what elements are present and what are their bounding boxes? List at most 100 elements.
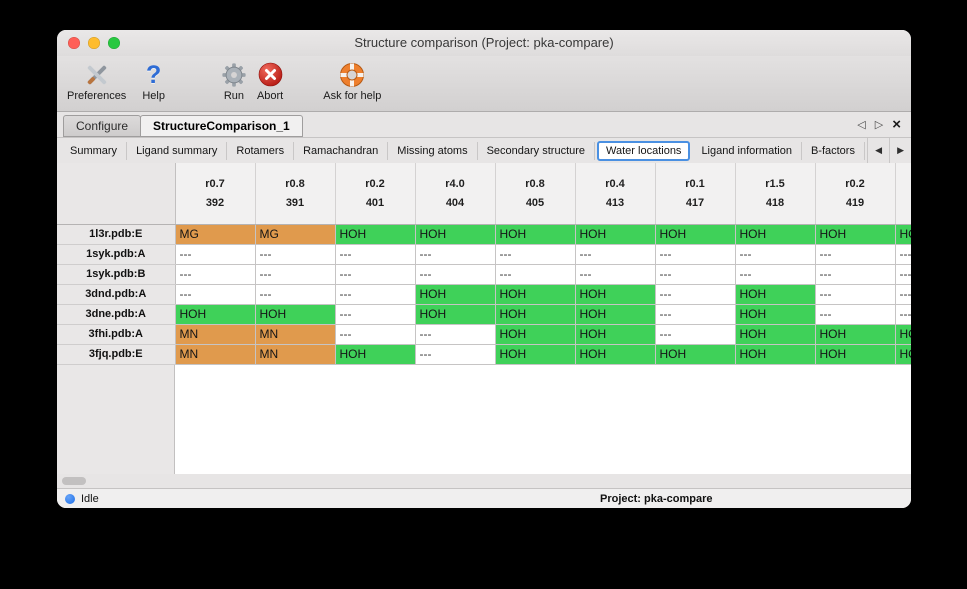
table-cell[interactable]: HOH [815,224,896,245]
subtab-summary[interactable]: Summary [61,141,128,160]
table-cell[interactable]: --- [655,264,736,285]
table-cell[interactable]: MG [175,224,256,245]
subtab-ligand-summary[interactable]: Ligand summary [127,141,228,160]
row-header[interactable]: 1l3r.pdb:E [57,224,176,245]
table-cell[interactable]: --- [895,284,911,305]
table-cell[interactable]: HOH [735,324,816,345]
column-header[interactable]: r1.5 418 [735,163,816,225]
subtab-ramachandran[interactable]: Ramachandran [294,141,389,160]
row-header[interactable]: 1syk.pdb:A [57,244,176,265]
table-cell[interactable]: --- [655,324,736,345]
tab-structurecomparison-1[interactable]: StructureComparison_1 [140,115,303,137]
table-cell[interactable]: HOH [335,344,416,365]
tab-next-icon[interactable]: ▷ [874,119,884,131]
subtab-scroll-left-icon[interactable]: ◀ [867,138,889,163]
table-cell[interactable]: HOH [495,224,576,245]
table-cell[interactable]: --- [415,244,496,265]
table-cell[interactable]: HOH [175,304,256,325]
minimize-window-button[interactable] [88,37,100,49]
preferences-button[interactable]: Preferences [67,60,126,102]
run-button[interactable]: Run [221,60,247,102]
table-cell[interactable]: HOH [895,224,911,245]
table-cell[interactable]: --- [655,244,736,265]
table-cell[interactable]: --- [255,284,336,305]
table-cell[interactable]: HOH [575,304,656,325]
table-cell[interactable]: --- [575,264,656,285]
table-cell[interactable]: MN [175,344,256,365]
subtab-secondary-structure[interactable]: Secondary structure [478,141,596,160]
table-cell[interactable]: HOH [495,304,576,325]
table-cell[interactable]: --- [495,264,576,285]
subtab-ligand-information[interactable]: Ligand information [692,141,802,160]
table-cell[interactable]: --- [575,244,656,265]
table-cell[interactable]: HOH [655,344,736,365]
tab-close-icon[interactable]: × [892,115,901,133]
table-cell[interactable]: --- [335,244,416,265]
column-header[interactable]: r0.4 413 [575,163,656,225]
table-cell[interactable]: HOH [655,224,736,245]
table-cell[interactable]: HOH [815,344,896,365]
table-cell[interactable]: --- [815,284,896,305]
table-cell[interactable]: MN [255,324,336,345]
table-cell[interactable]: --- [655,304,736,325]
tab-prev-icon[interactable]: ◁ [857,119,866,131]
subtab-water-locations[interactable]: Water locations [597,140,691,161]
table-cell[interactable]: --- [495,244,576,265]
horizontal-scrollbar[interactable] [57,474,911,488]
table-cell[interactable]: --- [735,244,816,265]
column-header[interactable]: r0.2 419 [815,163,896,225]
column-header[interactable]: r0.2 401 [335,163,416,225]
subtab-b-factors[interactable]: B-factors [802,141,865,160]
table-cell[interactable]: --- [335,324,416,345]
column-header[interactable]: r0.7 392 [175,163,256,225]
table-cell[interactable]: HOH [495,344,576,365]
column-header[interactable]: r0.1 417 [655,163,736,225]
column-header[interactable] [895,163,911,225]
table-cell[interactable]: HOH [815,324,896,345]
table-cell[interactable]: HOH [495,284,576,305]
table-cell[interactable]: --- [895,304,911,325]
subtab-rotamers[interactable]: Rotamers [227,141,295,160]
table-cell[interactable]: MG [255,224,336,245]
table-cell[interactable]: MN [255,344,336,365]
table-cell[interactable]: --- [815,264,896,285]
table-cell[interactable]: HOH [575,344,656,365]
table-cell[interactable]: HOH [335,224,416,245]
table-cell[interactable]: HOH [735,224,816,245]
table-cell[interactable]: --- [415,344,496,365]
table-cell[interactable]: HOH [415,304,496,325]
table-cell[interactable]: --- [415,264,496,285]
row-header[interactable]: 3fhi.pdb:A [57,324,176,345]
table-cell[interactable]: --- [335,284,416,305]
table-cell[interactable]: --- [815,304,896,325]
help-button[interactable]: Help [142,60,165,102]
abort-button[interactable]: Abort [257,60,283,102]
table-cell[interactable]: HOH [415,284,496,305]
table-cell[interactable]: --- [335,304,416,325]
tab-configure[interactable]: Configure [63,115,142,137]
titlebar[interactable]: Structure comparison (Project: pka-compa… [57,30,911,56]
table-cell[interactable]: HOH [575,324,656,345]
table-cell[interactable]: --- [175,284,256,305]
table-cell[interactable]: HOH [495,324,576,345]
table-cell[interactable]: --- [815,244,896,265]
table-cell[interactable]: HOH [575,224,656,245]
table-cell[interactable]: --- [175,244,256,265]
row-header[interactable]: 3dnd.pdb:A [57,284,176,305]
table-cell[interactable]: HOH [415,224,496,245]
table-cell[interactable]: --- [895,244,911,265]
table-cell[interactable]: --- [255,264,336,285]
table-cell[interactable]: --- [655,284,736,305]
ask-for-help-button[interactable]: Ask for help [323,60,381,102]
row-header[interactable]: 3fjq.pdb:E [57,344,176,365]
table-cell[interactable]: HOH [735,284,816,305]
table-cell[interactable]: --- [335,264,416,285]
row-header[interactable]: 3dne.pdb:A [57,304,176,325]
table-cell[interactable]: --- [175,264,256,285]
table-cell[interactable]: HOH [735,344,816,365]
table-cell[interactable]: --- [255,244,336,265]
table-cell[interactable]: --- [735,264,816,285]
table-cell[interactable]: HOH [895,344,911,365]
table-cell[interactable]: MN [175,324,256,345]
scrollbar-thumb[interactable] [62,477,86,485]
